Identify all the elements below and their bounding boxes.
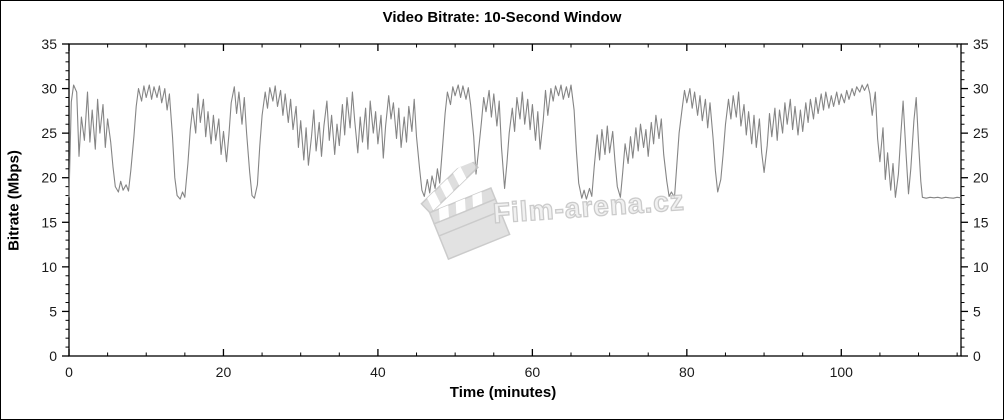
x-tick-label: 40	[370, 364, 386, 380]
y-tick-label-right: 0	[973, 348, 981, 364]
plot-border	[68, 43, 962, 357]
y-tick-label-right: 30	[973, 81, 989, 97]
y-tick-label-right: 15	[973, 214, 989, 230]
y-tick-label-right: 35	[973, 36, 989, 52]
chart-title: Video Bitrate: 10-Second Window	[382, 9, 622, 26]
y-tick-label-left: 15	[41, 214, 57, 230]
y-tick-label-left: 0	[49, 348, 57, 364]
x-tick-label: 0	[65, 364, 73, 380]
x-axis-title: Time (minutes)	[449, 384, 557, 401]
y-tick-label-left: 30	[41, 81, 57, 97]
y-tick-label-left: 5	[49, 303, 57, 319]
y-tick-label-right: 25	[973, 125, 989, 141]
x-tick-label: 20	[216, 364, 232, 380]
x-tick-label: 100	[830, 364, 854, 380]
y-tick-label-right: 20	[973, 170, 989, 186]
y-tick-label-left: 10	[41, 259, 57, 275]
bitrate-line	[68, 83, 962, 200]
y-tick-label-right: 5	[973, 303, 981, 319]
y-tick-label-left: 20	[41, 170, 57, 186]
x-tick-label: 80	[679, 364, 695, 380]
y-tick-label-left: 35	[41, 36, 57, 52]
x-tick-label: 60	[525, 364, 541, 380]
y-tick-label-right: 10	[973, 259, 989, 275]
y-tick-label-left: 25	[41, 125, 57, 141]
